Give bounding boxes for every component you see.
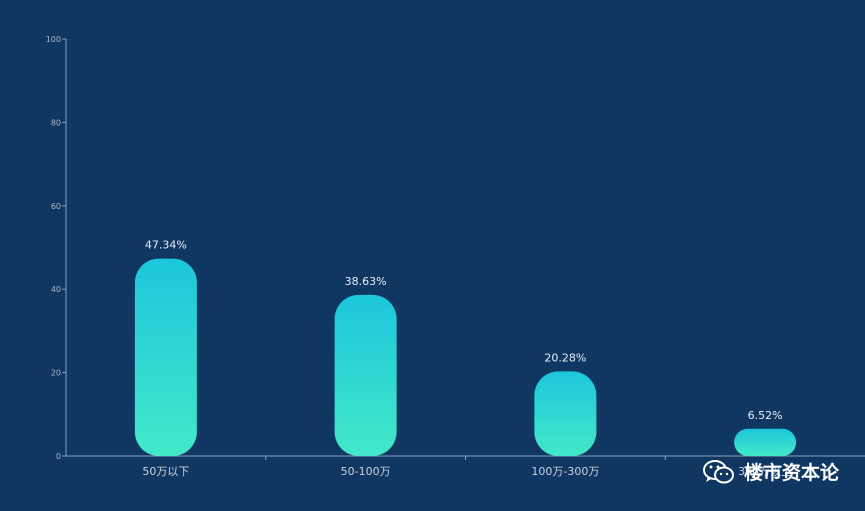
bar-1 [134,258,197,456]
y-tick-label: 100 [46,35,61,44]
bar-2 [334,294,397,456]
bars [134,258,797,456]
category-label-3: 100万-300万 [531,465,599,478]
bar-4 [734,428,797,456]
data-label-1: 47.34% [145,239,187,252]
watermark-text: 楼市资本论 [743,462,839,484]
y-tick-label: 80 [51,118,61,127]
category-label-2: 50-100万 [341,465,391,478]
y-tick-label: 20 [51,369,61,378]
axes: 0 20 40 60 80 100 [46,35,865,461]
data-label-3: 20.28% [544,351,586,364]
y-tick-label: 0 [56,452,61,461]
labels: 47.34% 50万以下 38.63% 50-100万 20.28% 100万-300万 6… [142,239,792,478]
category-label-4: 300万以上 [738,465,792,478]
category-label-1: 50万以下 [142,465,189,478]
y-tick-label: 40 [51,285,61,294]
data-label-2: 38.63% [345,275,387,288]
watermark: 楼市资本论 [702,458,839,485]
bar-3 [534,371,597,456]
data-label-4: 6.52% [748,409,783,422]
y-tick-label: 60 [51,202,61,211]
wechat-icon [702,459,734,483]
